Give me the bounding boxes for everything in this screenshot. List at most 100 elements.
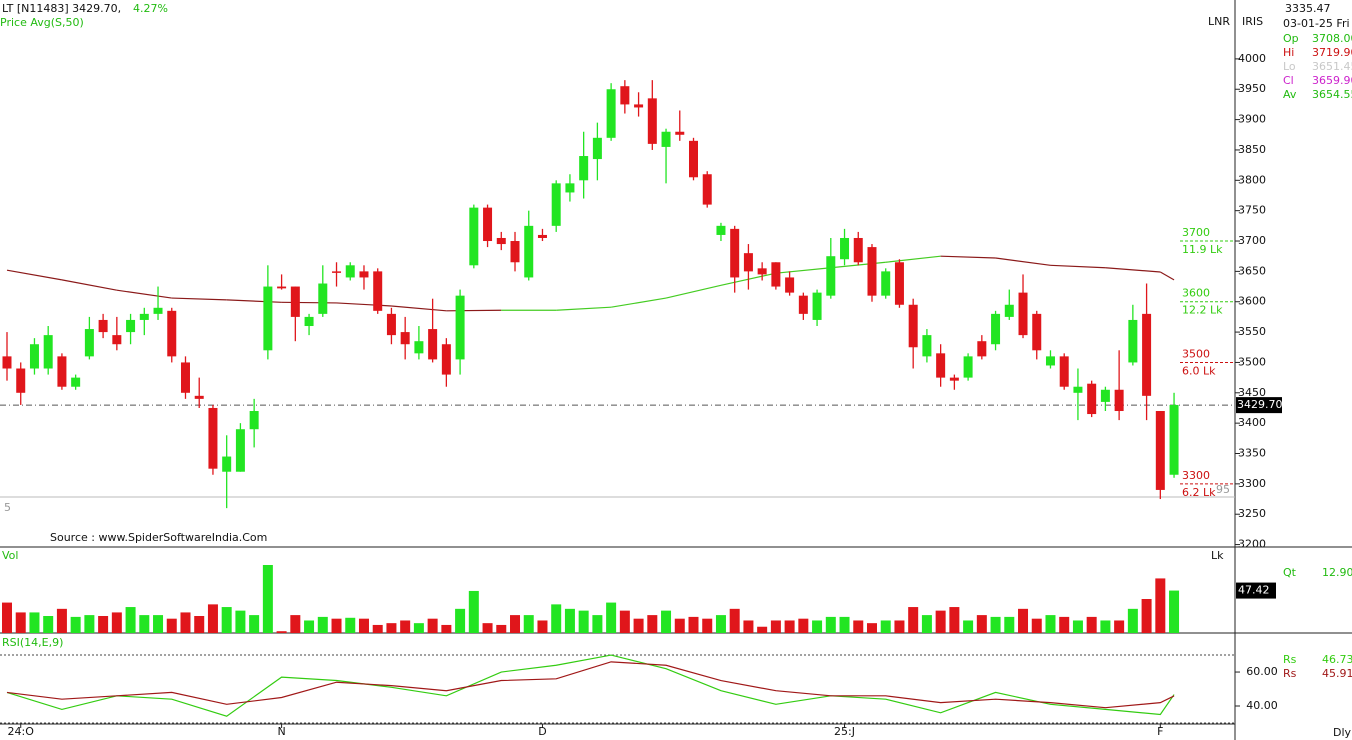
volume-bar [894,620,905,633]
candle-body [1128,319,1138,363]
candle-body [400,332,410,345]
volume-bar [180,612,191,633]
volume-last: 47.42 [1238,584,1270,597]
ma-segment [1050,264,1106,269]
volume-bar [276,631,287,633]
indicator-name: Price Avg(S,50) [0,16,84,29]
x-tick-label: 25:J [834,725,855,738]
volume-bar [70,616,81,633]
volume-bar [715,615,726,633]
volume-bar [345,617,356,633]
candle-body [579,156,589,181]
candle-body [359,271,369,278]
info-name: IRIS [1242,15,1263,28]
candle-body [551,183,561,226]
volume-bar [482,623,493,633]
x-tick-label: N [277,725,285,738]
volume-bar [619,610,630,633]
volume-bar [386,623,397,633]
volume-bar [990,616,1001,633]
candle-body [29,344,39,369]
volume-bar [1114,620,1125,633]
volume-box [1236,582,1276,599]
candle-body [1155,411,1165,490]
candle-body [1004,304,1014,317]
volume-bar [688,616,699,633]
x-tick-label: F [1157,725,1163,738]
candle-body [304,316,314,327]
volume-bar [1018,608,1029,633]
candle-body [290,286,300,317]
volume-bar [413,623,424,633]
ma-segment [1160,271,1175,281]
candle-body [565,183,575,193]
volume-bar [496,624,507,633]
ma-segment [61,279,117,291]
change: 4.27% [133,2,168,15]
source: Source : www.SpiderSoftwareIndia.Com [50,531,267,544]
mark-text: 5 [4,501,11,514]
volume-bar [702,618,713,633]
candle-body [167,310,177,357]
candle-body [263,286,273,351]
volume-bar [1086,616,1097,633]
volume-bar [111,612,122,633]
volume-bar [743,620,754,633]
volume-bar [757,626,768,633]
y-tick-label: 3850 [1238,143,1266,156]
candle-body [441,344,451,375]
volume-bar [249,615,260,633]
candle-body [139,313,149,320]
volume-bar [839,616,850,633]
volume-bar [510,615,521,633]
candle-body [798,295,808,314]
volume-bar [674,618,685,633]
candle-body [332,271,342,273]
volume-bar [1127,608,1138,633]
candle-body [1059,356,1069,387]
candle-body [16,368,26,393]
info-value: 3719.90 [1312,46,1352,59]
candle-body [1114,389,1124,412]
candle-body [867,247,877,296]
volume-bar [564,608,575,633]
y-tick-label: 3950 [1238,82,1266,95]
candle-body [524,225,534,278]
volume-bar [1072,620,1083,633]
candle-body [43,335,53,369]
volume-bar [358,618,369,633]
y-tick-label: 3500 [1238,355,1266,368]
candle-body [496,237,506,245]
qt-label: Qt [1283,566,1297,579]
y-tick-label: 3800 [1238,173,1266,186]
volume-bar [866,623,877,633]
y-tick-label: 3650 [1238,264,1266,277]
volume-bar [633,618,644,633]
rsi-line [6,654,1175,717]
x-tick-label: D [538,725,546,738]
candle-body [1018,292,1028,336]
level-value: 3500 [1182,347,1210,360]
volume-bar [578,610,589,633]
candle-body [881,271,891,296]
candle-body [249,411,259,430]
candle-body [949,377,959,381]
volume-bar [729,608,740,633]
info-value: 3651.45 [1312,60,1352,73]
ma-segment [995,257,1051,266]
volume-bar [455,608,466,633]
volume-bar [317,616,328,633]
rsi-legend-name: Rs [1283,667,1297,680]
volume-bar [125,607,136,633]
info-label: Hi [1283,46,1294,59]
info-date: 03-01-25 Fri [1283,17,1350,30]
volume-bar [1031,618,1042,633]
volume-bar [139,615,150,633]
rsi-legend-name: Rs [1283,653,1297,666]
info-label: Op [1283,32,1299,45]
candle-body [1142,313,1152,396]
info-label: Cl [1283,74,1294,87]
period: Dly [1333,726,1352,739]
candle-body [194,395,204,399]
